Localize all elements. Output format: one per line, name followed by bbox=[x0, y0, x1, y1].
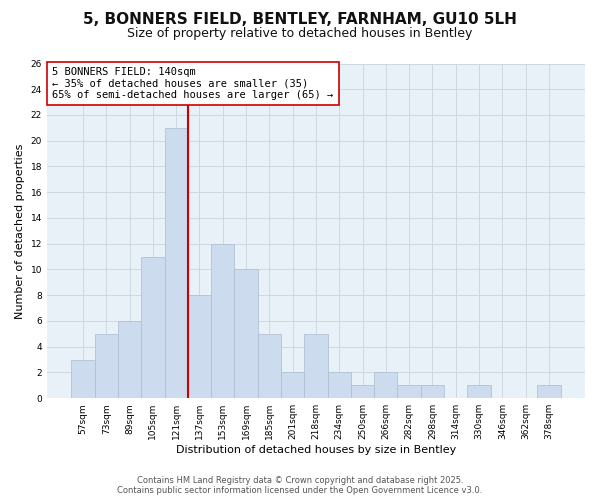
Bar bbox=[95, 334, 118, 398]
Text: 5, BONNERS FIELD, BENTLEY, FARNHAM, GU10 5LH: 5, BONNERS FIELD, BENTLEY, FARNHAM, GU10… bbox=[83, 12, 517, 28]
Bar bbox=[421, 386, 444, 398]
Bar bbox=[304, 334, 328, 398]
Bar bbox=[71, 360, 95, 398]
Bar bbox=[211, 244, 235, 398]
Bar bbox=[188, 295, 211, 398]
Text: Size of property relative to detached houses in Bentley: Size of property relative to detached ho… bbox=[127, 28, 473, 40]
Bar bbox=[258, 334, 281, 398]
Bar bbox=[141, 256, 164, 398]
Bar bbox=[467, 386, 491, 398]
Bar bbox=[374, 372, 397, 398]
Bar bbox=[397, 386, 421, 398]
Bar bbox=[351, 386, 374, 398]
Bar bbox=[164, 128, 188, 398]
Bar bbox=[537, 386, 560, 398]
Text: Contains HM Land Registry data © Crown copyright and database right 2025.
Contai: Contains HM Land Registry data © Crown c… bbox=[118, 476, 482, 495]
X-axis label: Distribution of detached houses by size in Bentley: Distribution of detached houses by size … bbox=[176, 445, 456, 455]
Y-axis label: Number of detached properties: Number of detached properties bbox=[15, 143, 25, 318]
Bar bbox=[281, 372, 304, 398]
Bar bbox=[235, 270, 258, 398]
Bar bbox=[328, 372, 351, 398]
Text: 5 BONNERS FIELD: 140sqm
← 35% of detached houses are smaller (35)
65% of semi-de: 5 BONNERS FIELD: 140sqm ← 35% of detache… bbox=[52, 67, 334, 100]
Bar bbox=[118, 321, 141, 398]
